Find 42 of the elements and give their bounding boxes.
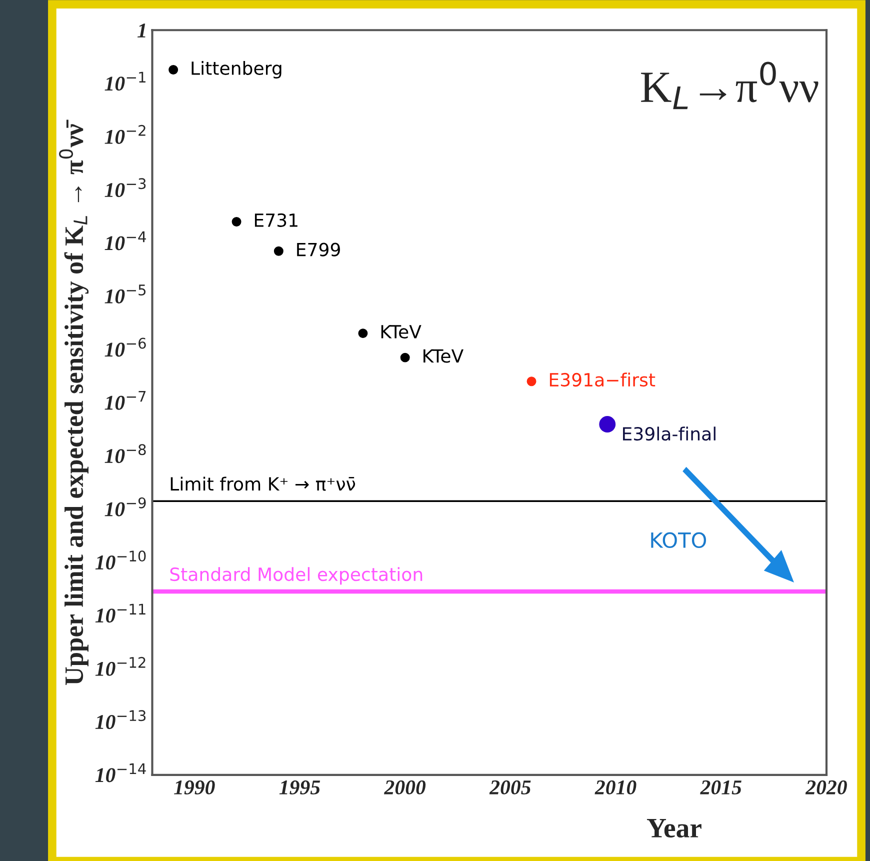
x-tick-label: 2010 — [594, 780, 636, 794]
ref-line-label: Limit from K⁺ → π⁺νν̄ — [170, 476, 356, 491]
y-tick-label: 10$^{−1}$ — [104, 72, 146, 91]
y-tick-label: 10$^{−12}$ — [95, 656, 146, 676]
y-tick-label: 10$^{−2}$ — [104, 124, 146, 144]
x-tick-label: 2005 — [489, 780, 531, 794]
y-tick-label: 10$^{−11}$ — [95, 604, 146, 623]
y-axis-title: Upper limit and expected sensitivity of K$_{L}$ → π$^{0}$νν̄ — [59, 120, 89, 686]
series-label: E391a−first — [550, 372, 656, 387]
series-label: E39la-final — [623, 426, 716, 441]
x-axis-title: Year — [646, 819, 702, 838]
y-tick-label: 1 — [137, 24, 146, 38]
y-tick-label: 10$^{−4}$ — [104, 231, 146, 250]
y-tick-label: 10$^{−7}$ — [104, 391, 146, 410]
point — [400, 352, 410, 362]
point — [168, 65, 178, 74]
x-tick-label: 1990 — [174, 780, 215, 794]
point — [232, 217, 242, 227]
point — [526, 376, 536, 386]
series-label: E799 — [297, 242, 340, 256]
series-label: KTeV — [424, 349, 464, 363]
annotation: KOTO — [651, 532, 706, 548]
y-tick-label: 10$^{−5}$ — [104, 284, 146, 304]
y-tick-label: 10$^{−6}$ — [104, 338, 146, 357]
series-label: KTeV — [381, 325, 422, 339]
text: K$_{L}$→π$^{0}$νν — [641, 62, 818, 110]
point — [358, 328, 368, 338]
x-tick-label: 2000 — [384, 780, 426, 794]
x-tick-label: 2015 — [700, 780, 742, 794]
series-label: E731 — [254, 213, 298, 227]
x-tick-label: 1995 — [279, 780, 320, 794]
x-tick-label: 2020 — [805, 780, 847, 794]
y-tick-label: 10$^{−13}$ — [95, 710, 146, 730]
y-tick-label: 10$^{−8}$ — [104, 444, 146, 464]
y-tick-label: 10$^{−3}$ — [104, 178, 146, 198]
y-tick-label: 10$^{−10}$ — [95, 550, 146, 570]
y-tick-label: 10$^{−9}$ — [104, 497, 146, 516]
y-tick-label: 10$^{−14}$ — [95, 763, 146, 782]
point — [599, 416, 616, 432]
ref-line-label: Standard Model expectation — [170, 567, 422, 585]
point — [274, 246, 284, 256]
series-label: Littenberg — [192, 61, 282, 78]
